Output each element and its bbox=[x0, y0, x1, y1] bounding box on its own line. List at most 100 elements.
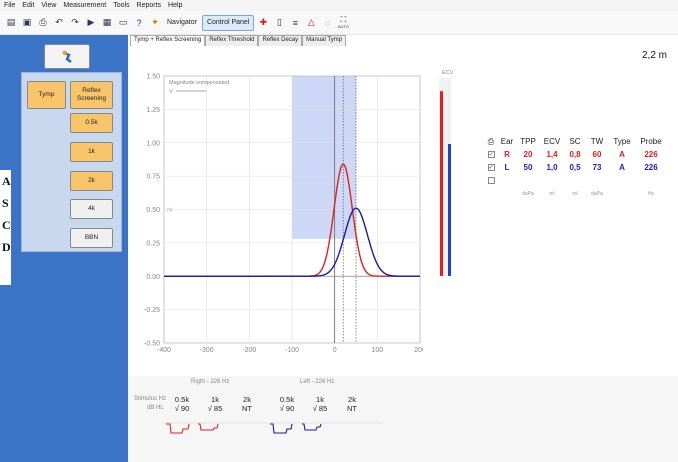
top-right-value: 2,2 m bbox=[642, 50, 668, 61]
tymp-curve-l bbox=[164, 207, 420, 277]
right-stim-col: 0.5k √ 90 bbox=[169, 395, 195, 413]
stim-hz: 1k bbox=[211, 395, 219, 404]
table-row: ✓ R 20 1,4 0,8 60 A 226 bbox=[484, 148, 666, 161]
ear-cell: R bbox=[504, 150, 510, 159]
row-checkbox[interactable] bbox=[487, 177, 495, 184]
menu-help[interactable]: Help bbox=[168, 2, 183, 9]
menu-bar: File Edit View Measurement Tools Reports… bbox=[0, 0, 678, 11]
row-checkbox[interactable]: ✓ bbox=[487, 164, 495, 171]
type-cell: A bbox=[619, 163, 625, 172]
layout-icon[interactable]: ▦ bbox=[102, 17, 112, 27]
stim-val: NT bbox=[347, 404, 357, 413]
col-header: ECV bbox=[543, 137, 561, 146]
x-tick-label: 0 bbox=[333, 347, 337, 354]
row-checkbox[interactable]: ✓ bbox=[487, 151, 495, 158]
tymp-button[interactable]: Tymp bbox=[27, 81, 66, 109]
table-icon[interactable]: ≡ bbox=[292, 17, 299, 28]
edge-letter: S bbox=[2, 196, 9, 210]
col-header: Ear bbox=[500, 137, 514, 146]
x-tick-label: -100 bbox=[285, 347, 299, 354]
tab-tymp-reflex-screening[interactable]: Tymp + Reflex Screening bbox=[130, 35, 206, 46]
redo-icon[interactable]: ↷ bbox=[71, 17, 79, 27]
db-hl-label: dB HL bbox=[147, 405, 164, 411]
menu-measurement[interactable]: Measurement bbox=[63, 2, 107, 9]
print-icon[interactable]: ⎙ bbox=[487, 136, 495, 146]
menu-view[interactable]: View bbox=[41, 2, 57, 9]
y-tick-label: 0.25 bbox=[146, 240, 160, 247]
compensation-region bbox=[292, 76, 356, 239]
y-tick-label: -0.25 bbox=[144, 307, 160, 314]
ecv-bar-right bbox=[440, 91, 443, 276]
undo-icon[interactable]: ↶ bbox=[55, 17, 63, 27]
save-icon[interactable]: ▣ bbox=[22, 17, 32, 27]
reflex-screening-button[interactable]: Reflex Screening bbox=[70, 81, 113, 109]
left-reflex-trace-1k bbox=[302, 423, 322, 431]
menu-file[interactable]: File bbox=[4, 2, 16, 9]
stim-hz: 0.5k bbox=[279, 395, 295, 404]
bbn-button[interactable]: BBN bbox=[70, 228, 113, 248]
patient-icon[interactable]: ✚ bbox=[259, 17, 268, 27]
left-stimulus-title: Left - 226 Hz bbox=[300, 379, 335, 385]
unit-cell: ml bbox=[572, 190, 578, 197]
tab-manual-tymp[interactable]: Manual Tymp bbox=[302, 35, 347, 46]
help-icon[interactable]: ? bbox=[136, 17, 142, 28]
document-icon[interactable]: ▯ bbox=[276, 17, 282, 27]
col-header: Type bbox=[613, 137, 631, 146]
freq-1k-button[interactable]: 1k bbox=[70, 142, 113, 162]
stim-val: √ 85 bbox=[312, 404, 328, 413]
right-reflex-trace-1k bbox=[198, 423, 219, 431]
stim-val: √ 85 bbox=[207, 404, 223, 413]
table-header-row: ⎙ Ear TPP ECV SC TW Type Probe bbox=[484, 135, 666, 148]
y-tick-label: 0.75 bbox=[146, 174, 160, 181]
auto-label: AUTO bbox=[337, 24, 349, 29]
ear-icon[interactable]: ◌ bbox=[324, 17, 331, 28]
freq-4k-button[interactable]: 4k bbox=[70, 199, 113, 219]
control-panel-button[interactable]: Control Panel bbox=[201, 14, 255, 31]
legend-v-label: V bbox=[169, 89, 173, 95]
chart-icon[interactable]: △ bbox=[307, 17, 315, 27]
open-folder-icon[interactable]: ▤ bbox=[6, 17, 16, 27]
probe-cell: 226 bbox=[644, 163, 658, 172]
navigator-button[interactable]: Navigator bbox=[167, 18, 197, 26]
stim-val: NT bbox=[242, 404, 252, 413]
left-stim-col: 1k √ 85 bbox=[307, 395, 333, 413]
menu-edit[interactable]: Edit bbox=[22, 2, 35, 9]
reflex-traces bbox=[163, 422, 383, 434]
start-icon[interactable]: ▶ bbox=[87, 17, 95, 27]
right-stim-col: 1k √ 85 bbox=[202, 395, 228, 413]
tpp-cell: 20 bbox=[523, 150, 533, 159]
monitor-icon[interactable]: ▭ bbox=[118, 17, 128, 27]
unit-cell: ml bbox=[549, 190, 555, 197]
auto-icon[interactable]: ⛶ AUTO bbox=[337, 15, 349, 30]
x-tick-label: -300 bbox=[200, 347, 214, 354]
menu-tools[interactable]: Tools bbox=[113, 2, 130, 9]
edge-letter: A bbox=[2, 174, 11, 188]
left-stim-col: 2k NT bbox=[339, 395, 365, 413]
probe-icon bbox=[62, 50, 72, 63]
freq-2k-button[interactable]: 2k bbox=[70, 171, 113, 191]
mode-panel: Tymp Reflex Screening 0.5k 1k 2k 4k BBN bbox=[21, 72, 122, 252]
left-stim-col: 0.5k √ 90 bbox=[274, 395, 300, 413]
stim-hz: 2k bbox=[348, 395, 356, 404]
unit-cell: daPa bbox=[591, 190, 603, 197]
probe-home-button[interactable] bbox=[44, 44, 90, 69]
right-stimulus-title: Right - 226 Hz bbox=[191, 379, 230, 385]
stimulus-hz-label: Stimulus Hz bbox=[134, 396, 167, 402]
print-icon[interactable]: ⎙ bbox=[39, 17, 47, 27]
navigator-icon[interactable]: ✦ bbox=[151, 17, 159, 27]
ear-cell: L bbox=[504, 163, 510, 172]
tab-reflex-threshold[interactable]: Reflex Threshold bbox=[205, 35, 259, 46]
tab-reflex-decay[interactable]: Reflex Decay bbox=[258, 35, 303, 46]
stim-val: √ 90 bbox=[279, 404, 295, 413]
col-header: Probe bbox=[640, 137, 662, 146]
menu-reports[interactable]: Reports bbox=[136, 2, 162, 9]
table-row: ✓ L 50 1,0 0,5 73 A 226 bbox=[484, 161, 666, 174]
tab-strip: Tymp + Reflex Screening Reflex Threshold… bbox=[130, 35, 347, 46]
tw-cell: 60 bbox=[592, 150, 602, 159]
y-tick-label: 1.00 bbox=[146, 140, 160, 147]
freq-0-5k-button[interactable]: 0.5k bbox=[70, 113, 113, 133]
y-tick-label: 0.50 bbox=[146, 207, 160, 214]
y-tick-label: 1.25 bbox=[146, 107, 160, 114]
stim-val: √ 90 bbox=[174, 404, 190, 413]
magnitude-annotation: Magnitude compensated bbox=[169, 80, 229, 86]
